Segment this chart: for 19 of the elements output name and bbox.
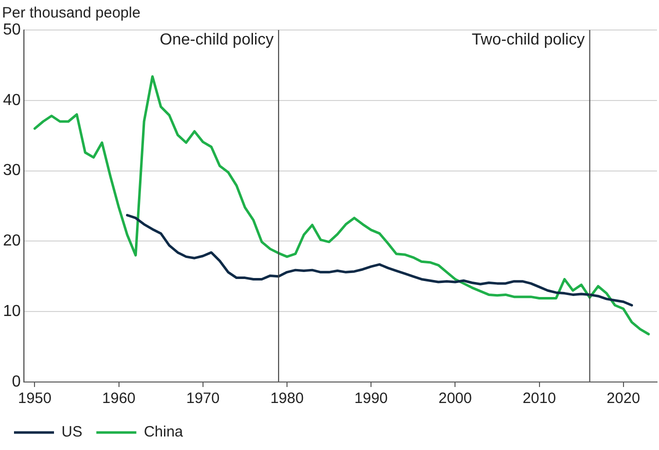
x-tick-label: 1990 (354, 390, 388, 408)
ref-line-label: One-child policy (160, 31, 274, 48)
y-tick-label: 20 (3, 232, 21, 250)
x-tick-label: 1960 (102, 390, 136, 408)
x-tick-label: 2000 (438, 390, 472, 408)
y-tick-label: 30 (3, 162, 21, 180)
y-tick-label: 40 (3, 92, 21, 109)
legend-label: US (62, 424, 82, 441)
legend-label: China (144, 424, 184, 441)
y-axis-title: Per thousand people (2, 4, 140, 22)
x-tick-label: 2010 (522, 390, 556, 408)
ref-line-label: Two-child policy (472, 31, 585, 48)
x-tick-label: 1980 (270, 390, 304, 408)
x-tick-label: 2020 (606, 390, 640, 408)
x-tick-label: 1970 (186, 390, 220, 408)
x-tick-label: 1950 (18, 390, 52, 408)
y-tick-label: 10 (3, 303, 21, 320)
y-tick-label: 0 (12, 373, 21, 390)
y-tick-label: 50 (3, 21, 21, 38)
